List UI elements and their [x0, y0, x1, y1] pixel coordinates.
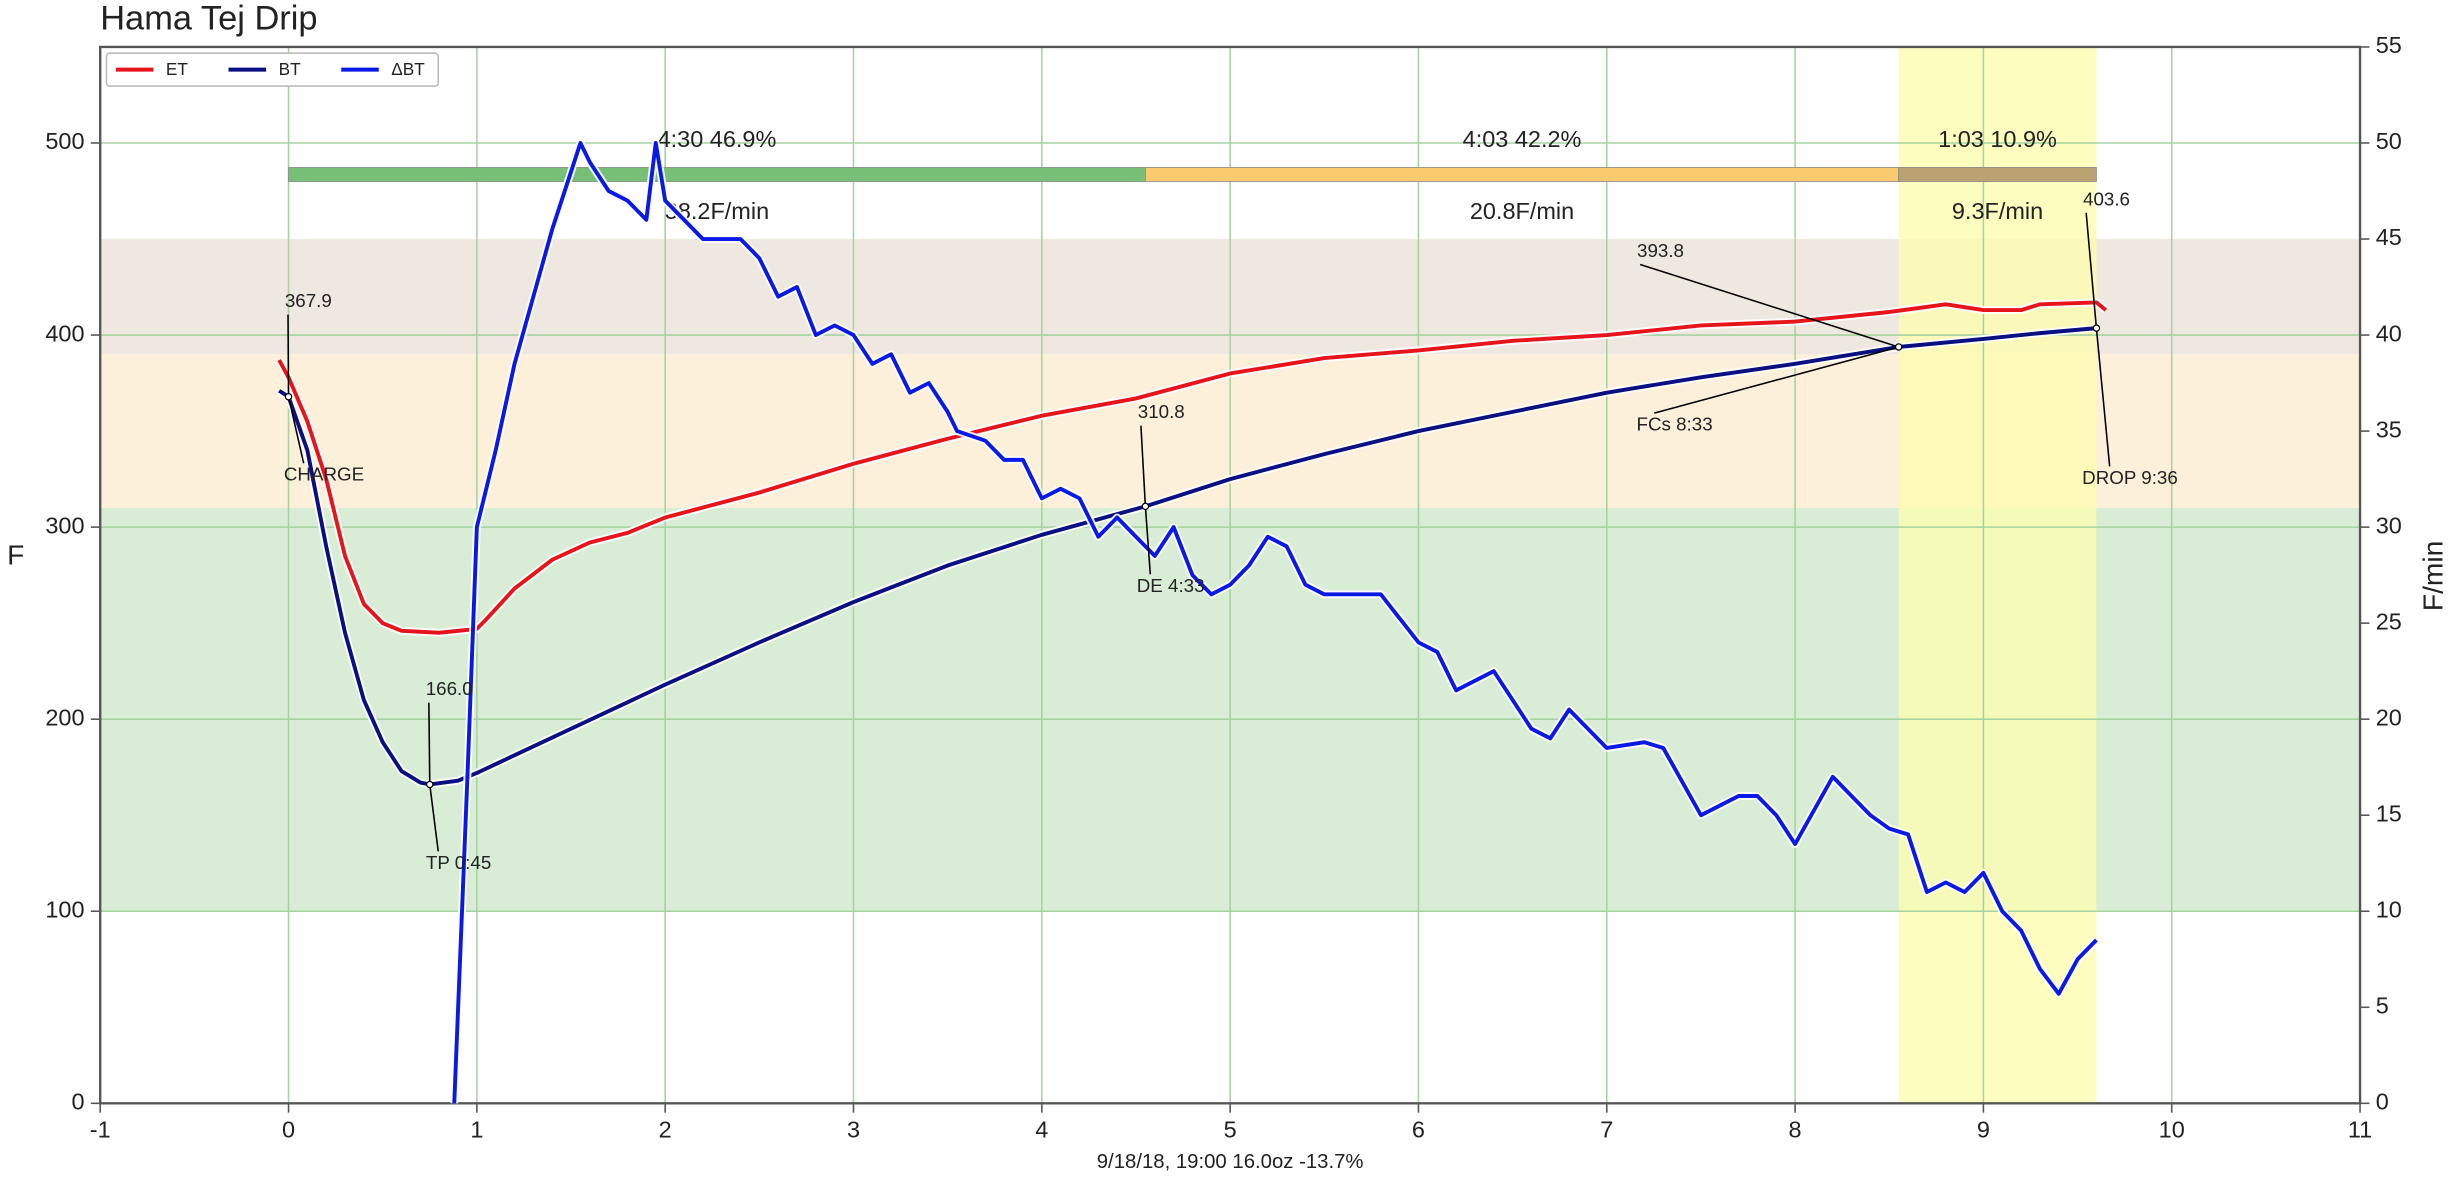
y-tick-label: 500	[45, 128, 84, 154]
phase-bar	[1144, 167, 1900, 182]
y2-tick-label: 55	[2376, 32, 2402, 58]
annotation-leader	[2095, 328, 2111, 467]
event-marker	[426, 780, 434, 789]
phase-rate: 9.3F/min	[1952, 198, 2043, 224]
y2-tick-label: 15	[2376, 800, 2402, 826]
y2-tick-label: 0	[2376, 1089, 2389, 1115]
annotation-leader	[1654, 346, 1899, 414]
line	[278, 326, 2097, 787]
y-tick-label: 300	[45, 512, 84, 538]
y2-tick-label: 45	[2376, 224, 2402, 250]
x-tick-label: 8	[1789, 1117, 1802, 1143]
x-tick-label: 6	[1412, 1117, 1425, 1143]
annotation-leader	[428, 784, 440, 852]
y2-tick-label: 30	[2376, 512, 2402, 538]
event-marker	[1141, 502, 1150, 511]
y2-tick-label: 40	[2376, 320, 2402, 346]
y-tick-label: 400	[45, 320, 84, 346]
annotation-leader	[287, 314, 290, 397]
annotation-label: DROP 9:36	[2082, 467, 2178, 488]
annotation-leader	[1144, 506, 1152, 575]
y-axis-label: F	[7, 540, 24, 571]
x-tick-label: 4	[1035, 1117, 1048, 1143]
highlight-region	[1898, 46, 2097, 1104]
footer: 9/18/18, 19:00 16.0oz -13.7%	[1097, 1151, 1364, 1173]
legend-label: ET	[166, 59, 188, 79]
y2-tick-label: 50	[2376, 128, 2402, 154]
phase-bar	[288, 167, 1146, 182]
annotation-label: CHARGE	[284, 464, 364, 485]
y2-tick-label: 5	[2376, 992, 2389, 1018]
annotation-leader	[1639, 263, 1899, 348]
y-tick-label: 0	[71, 1089, 84, 1115]
annotation-value: 393.8	[1637, 240, 1684, 261]
x-tick-label: 1	[470, 1117, 483, 1143]
x-tick-label: 9	[1977, 1117, 1990, 1143]
legend: ET BT ΔBT	[105, 52, 440, 87]
line	[277, 300, 2108, 635]
annotation-label: DE 4:33	[1137, 575, 1205, 596]
phase-label: 4:03 42.2%	[1463, 126, 1582, 152]
y-tick-label: 200	[45, 704, 84, 730]
x-tick-label: 5	[1224, 1117, 1237, 1143]
x-tick-label: 10	[2159, 1117, 2185, 1143]
x-tick-label: -1	[90, 1117, 111, 1143]
y-tick-label: 100	[45, 896, 84, 922]
line	[452, 141, 2098, 1104]
annotation-label: FCs 8:33	[1637, 414, 1713, 435]
phase-label: 4:30 46.9%	[658, 126, 777, 152]
y2-tick-label: 20	[2376, 704, 2402, 730]
legend-label: ΔBT	[391, 59, 425, 79]
annotation-leader	[287, 396, 305, 464]
x-tick-label: 3	[847, 1117, 860, 1143]
y2-axis-label: F/min	[2418, 541, 2449, 611]
annotation-value: 166.0	[426, 678, 473, 699]
phase-label: 1:03 10.9%	[1938, 126, 2057, 152]
annotation-value: 403.6	[2083, 188, 2130, 209]
event-marker	[2092, 324, 2101, 332]
legend-box	[105, 52, 440, 87]
y2-tick-label: 35	[2376, 416, 2402, 442]
annotation-label: TP 0:45	[426, 852, 491, 873]
plot-frame	[99, 45, 2362, 1105]
x-tick-label: 0	[282, 1117, 295, 1143]
event-marker	[1894, 343, 1903, 351]
phase-rate: 20.8F/min	[1470, 198, 1574, 224]
x-tick-label: 7	[1600, 1117, 1613, 1143]
x-tick-label: 11	[2348, 1117, 2372, 1143]
x-tick-label: 2	[659, 1117, 672, 1143]
annotation-value: 310.8	[1138, 401, 1185, 422]
phase-bar	[1898, 167, 2097, 182]
y2-tick-label: 25	[2376, 608, 2402, 634]
annotation-value: 367.9	[285, 290, 332, 311]
event-marker	[284, 392, 293, 401]
annotation-leader	[1140, 425, 1147, 507]
annotation-leader	[428, 702, 431, 785]
legend-label: BT	[279, 59, 301, 79]
chart-title: Hama Tej Drip	[100, 0, 317, 37]
annotation-leader	[2085, 212, 2098, 329]
y2-tick-label: 10	[2376, 896, 2402, 922]
